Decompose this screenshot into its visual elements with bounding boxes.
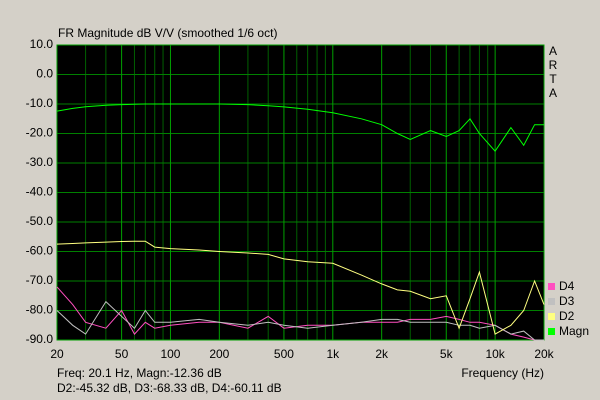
y-tick-label: -10.0	[26, 96, 54, 110]
x-tick-label: 10k	[485, 347, 505, 361]
series-line	[56, 240, 545, 335]
legend-label: D3	[559, 294, 575, 308]
x-tick-label: 1k	[326, 347, 340, 361]
x-tick-label: 20	[50, 347, 64, 361]
x-tick-label: 50	[115, 347, 129, 361]
y-tick-label: -20.0	[26, 126, 54, 140]
legend-label: D4	[559, 279, 575, 293]
y-tick-label: 0.0	[36, 67, 53, 81]
x-axis-label: Frequency (Hz)	[461, 366, 544, 380]
series-line	[56, 300, 544, 341]
legend-label: Magn	[559, 324, 589, 338]
series-line	[56, 103, 544, 153]
x-tick-label: 100	[160, 347, 180, 361]
x-tick-label: 5k	[440, 347, 454, 361]
legend-swatch	[548, 328, 555, 335]
y-tick-label: 10.0	[30, 37, 54, 51]
legend-swatch	[548, 298, 555, 305]
legend-swatch	[548, 283, 555, 290]
chart-title: FR Magnitude dB V/V (smoothed 1/6 oct)	[58, 26, 277, 40]
x-tick-label: 20k	[534, 347, 554, 361]
plot-border	[56, 44, 545, 341]
x-tick-label: 2k	[375, 347, 389, 361]
status-line: Freq: 20.1 Hz, Magn:-12.36 dB	[57, 366, 222, 380]
y-tick-label: -70.0	[26, 273, 54, 287]
y-tick-label: -50.0	[26, 214, 54, 228]
y-tick-label: -80.0	[26, 303, 54, 317]
legend-swatch	[548, 313, 555, 320]
series-line	[56, 286, 544, 341]
x-tick-label: 500	[274, 347, 294, 361]
y-tick-label: -40.0	[26, 185, 54, 199]
y-tick-label: -60.0	[26, 244, 54, 258]
legend-label: D2	[559, 309, 575, 323]
status-line: D2:-45.32 dB, D3:-68.33 dB, D4:-60.11 dB	[57, 381, 282, 395]
y-tick-label: -30.0	[26, 155, 54, 169]
x-tick-label: 200	[209, 347, 229, 361]
y-tick-label: -90.0	[26, 332, 54, 346]
